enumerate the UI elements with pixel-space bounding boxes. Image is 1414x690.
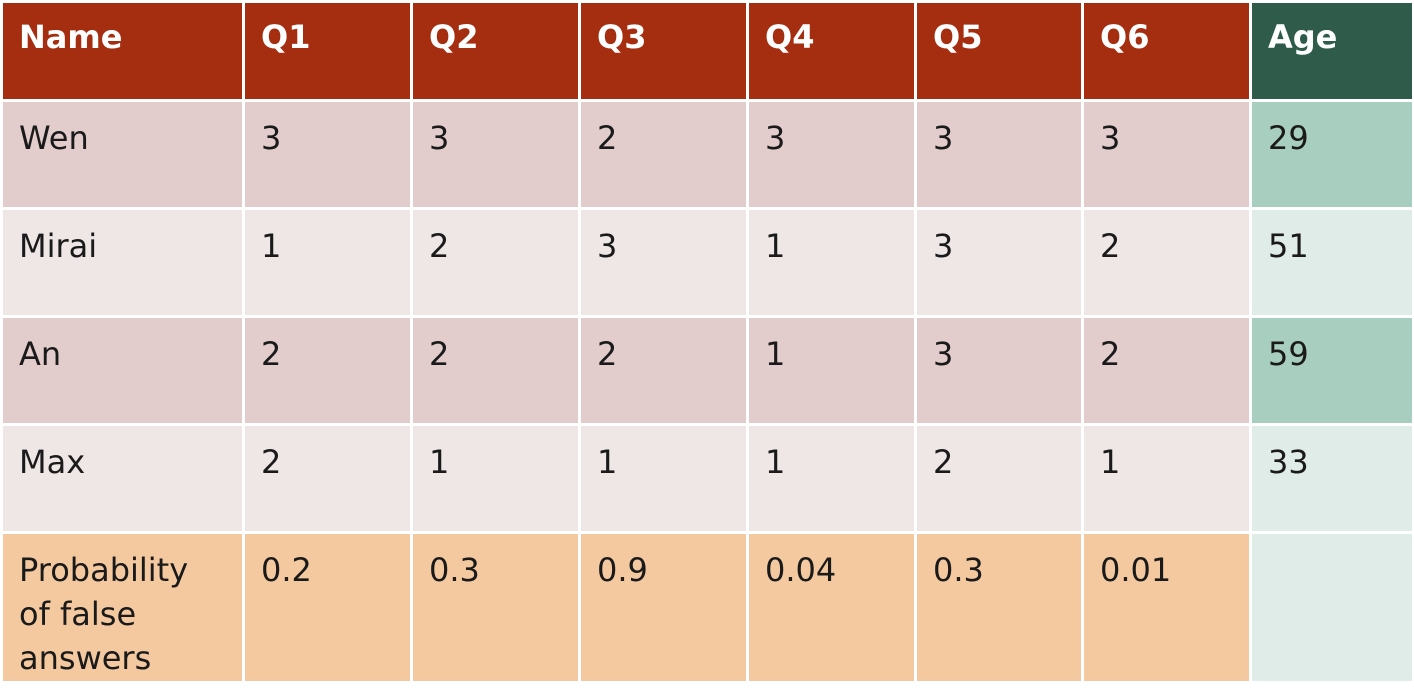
- table-cell: 1: [746, 207, 917, 318]
- table-cell: 1: [242, 207, 413, 318]
- table-cell: 2: [410, 207, 581, 318]
- table-cell: 2: [578, 315, 749, 426]
- empty-cell: [1249, 531, 1414, 684]
- table-cell: 0.3: [914, 531, 1084, 684]
- table-cell: 3: [746, 99, 917, 210]
- table-cell: 2: [242, 315, 413, 426]
- table-row: Max 2 1 1 1 2 1 33: [0, 423, 1414, 534]
- table-cell: 2: [242, 423, 413, 534]
- table-cell: 0.9: [578, 531, 749, 684]
- table-cell: 2: [914, 423, 1084, 534]
- table-cell: 51: [1249, 207, 1414, 318]
- table-cell: 3: [578, 207, 749, 318]
- table-cell: 0.04: [746, 531, 917, 684]
- table-cell: 3: [242, 99, 413, 210]
- table-body: Wen 3 3 2 3 3 3 29 Mirai 1 2 3 1 3 2 51 An 2 2 2 1 3 2 59 Max 2 1 1…: [0, 99, 1414, 684]
- table-cell: 1: [578, 423, 749, 534]
- table-row: Probability of false answers 0.2 0.3 0.9 0.0…: [0, 531, 1414, 684]
- table-cell: 3: [914, 99, 1084, 210]
- table-cell: 3: [914, 315, 1084, 426]
- table-cell: 29: [1249, 99, 1414, 210]
- table-cell: 1: [410, 423, 581, 534]
- table-cell: 2: [1081, 315, 1252, 426]
- header-cell: Q2: [410, 0, 581, 102]
- header-cell: Q3: [578, 0, 749, 102]
- table-cell: 3: [410, 99, 581, 210]
- table-cell: 3: [914, 207, 1084, 318]
- table-cell: Probability of false answers: [0, 531, 245, 684]
- table-cell: 3: [1081, 99, 1252, 210]
- table-cell: 1: [746, 315, 917, 426]
- table-cell: 1: [746, 423, 917, 534]
- header-cell: Q6: [1081, 0, 1252, 102]
- header-cell: Q4: [746, 0, 917, 102]
- table-cell: 0.3: [410, 531, 581, 684]
- header-cell: Q5: [914, 0, 1084, 102]
- table-cell: Wen: [0, 99, 245, 210]
- table-cell: Mirai: [0, 207, 245, 318]
- table-cell: An: [0, 315, 245, 426]
- header-cell: Q1: [242, 0, 413, 102]
- table-row: Mirai 1 2 3 1 3 2 51: [0, 207, 1414, 318]
- table-cell: 2: [1081, 207, 1252, 318]
- header-cell: Age: [1249, 0, 1414, 102]
- table-cell: Max: [0, 423, 245, 534]
- table-row: An 2 2 2 1 3 2 59: [0, 315, 1414, 426]
- header-row: Name Q1 Q2 Q3 Q4 Q5 Q6 Age: [0, 0, 1414, 102]
- table-cell: 2: [578, 99, 749, 210]
- table-row: Wen 3 3 2 3 3 3 29: [0, 99, 1414, 210]
- table-cell: 1: [1081, 423, 1252, 534]
- table-cell: 2: [410, 315, 581, 426]
- table-cell: 0.2: [242, 531, 413, 684]
- header-cell: Name: [0, 0, 245, 102]
- table-cell: 33: [1249, 423, 1414, 534]
- table-cell: 59: [1249, 315, 1414, 426]
- table-cell: 0.01: [1081, 531, 1252, 684]
